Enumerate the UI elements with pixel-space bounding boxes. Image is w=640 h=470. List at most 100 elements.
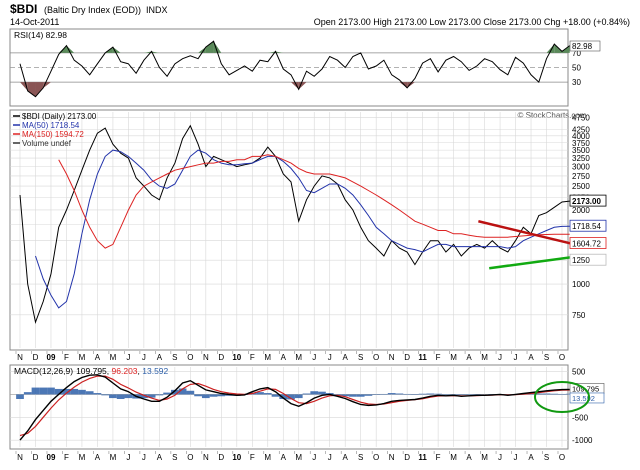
x-axis-bottom-label-m: M — [450, 453, 457, 462]
macd-histogram-bar — [78, 389, 86, 395]
x-axis-bottom-label-a: A — [343, 453, 349, 462]
rsi-oversold-area — [407, 82, 415, 88]
macd-legend: MACD(12,26,9) 109.795, 96.203, 13.592 — [14, 366, 169, 376]
macd-histogram-bar — [178, 388, 187, 395]
x-axis-bottom-label-s: S — [358, 453, 363, 462]
rsi-tick-30: 30 — [572, 78, 581, 87]
x-axis-mid-label-m: M — [295, 353, 302, 362]
macd-legend-hist: 13.592 — [142, 366, 168, 376]
x-axis-bottom-label-s: S — [544, 453, 549, 462]
x-axis-mid-label-11: 11 — [418, 353, 427, 362]
x-axis-mid-label-d: D — [218, 353, 224, 362]
x-axis-mid-label-a: A — [343, 353, 349, 362]
x-axis-bottom-label-n: N — [389, 453, 395, 462]
rsi-overbought-area — [66, 45, 75, 53]
rsi-legend: RSI(14) 82.98 — [14, 30, 67, 40]
rsi-current-badge — [569, 40, 601, 52]
x-axis-bottom-label-j: J — [126, 453, 130, 462]
price-tick-3250: 3250 — [572, 154, 590, 163]
macd-histogram-bar — [457, 394, 466, 395]
x-axis-mid-label-s: S — [172, 353, 177, 362]
macd-histogram-bar — [550, 393, 559, 395]
macd-histogram-bar — [201, 394, 210, 399]
x-axis-mid-label-j: J — [328, 353, 332, 362]
macd-histogram-bar — [372, 394, 381, 395]
macd-legend-macd: 109.795 — [76, 366, 107, 376]
price-tick-1000: 1000 — [572, 280, 590, 289]
macd-legend-sep2: , — [138, 366, 143, 376]
x-axis-bottom-label-a: A — [157, 453, 163, 462]
macd-histogram-bar — [542, 393, 551, 395]
x-axis-bottom-label-11: 11 — [418, 453, 427, 462]
macd-histogram-bar — [209, 394, 218, 397]
x-axis-mid-label-10: 10 — [232, 353, 241, 362]
x-axis-mid-label-j: J — [514, 353, 518, 362]
x-axis-bottom-label-j: J — [498, 453, 502, 462]
legend-volume: Volume undef — [22, 139, 72, 148]
macd-highlight-circle — [534, 381, 590, 413]
x-axis-mid-label-d: D — [33, 353, 39, 362]
x-axis-mid-label-f: F — [250, 353, 255, 362]
x-axis-mid-label-n: N — [17, 353, 23, 362]
price-tick-4000: 4000 — [572, 132, 590, 141]
trendline-support — [489, 254, 581, 270]
chart-date: 14-Oct-2011 — [10, 17, 59, 27]
x-axis-bottom-label-j: J — [514, 453, 518, 462]
x-axis-bottom: N D 09 F M A M J J A S O N D 10 F M A M J J A S O N D 11 F M A M J J A S O — [15, 451, 565, 462]
macd-histogram-bar — [93, 393, 102, 395]
watermark: © StockCharts.com — [517, 111, 586, 120]
badge-ma150-box — [569, 237, 607, 249]
badge-bdi: 2173.00 — [572, 197, 601, 206]
trendline-resistance — [478, 220, 581, 248]
badge-ma150: 1604.72 — [572, 240, 601, 249]
x-axis-bottom-label-a: A — [95, 453, 101, 462]
x-axis-mid-label-d: D — [404, 353, 410, 362]
macd-histogram-bar — [147, 394, 156, 398]
price-tick-3000: 3000 — [572, 163, 590, 172]
macd-histogram-bar — [54, 388, 63, 395]
macd-histogram-bar — [395, 393, 404, 395]
macd-histogram-bar — [472, 394, 481, 395]
macd-histogram-bar — [217, 394, 226, 397]
legend-ma50: MA(50) 1718.54 — [22, 121, 80, 130]
x-axis-bottom-label-f: F — [436, 453, 441, 462]
macd-badge-hist: 13.592 — [572, 394, 595, 403]
x-axis-bottom-label-s: S — [172, 453, 177, 462]
price-line-bdi — [19, 124, 570, 325]
rsi-overbought-area — [205, 41, 214, 53]
legend-ma150: MA(150) 1594.72 — [22, 130, 84, 139]
macd-tick-500: 500 — [572, 368, 586, 377]
macd-histogram-bar — [170, 389, 179, 395]
macd-tick--500: -500 — [572, 413, 589, 422]
x-axis-mid-label-m: M — [110, 353, 117, 362]
rsi-line — [19, 40, 571, 98]
rsi-oversold-area — [35, 82, 44, 97]
x-axis-bottom-label-o: O — [187, 453, 193, 462]
macd-frame — [9, 364, 569, 450]
macd-histogram-bar — [449, 394, 458, 395]
price-tick-3750: 3750 — [572, 139, 590, 148]
rsi-overbought-area — [143, 51, 152, 53]
macd-histogram-bar — [101, 394, 110, 396]
macd-histogram-bar — [434, 393, 442, 395]
macd-histogram-bar — [341, 394, 350, 397]
macd-histogram-bar — [287, 394, 295, 400]
x-axis-mid-label-a: A — [466, 353, 472, 362]
macd-panel: 5000-500-1000 MACD(12,26,9)109.795, 96.2… — [9, 364, 605, 450]
macd-histogram-bar — [558, 393, 566, 395]
x-axis-mid-label-n: N — [389, 353, 395, 362]
macd-histogram-bar — [116, 394, 125, 399]
x-axis-mid-label-j: J — [142, 353, 146, 362]
price-tick-750: 750 — [572, 311, 586, 320]
x-axis-mid-label-m: M — [481, 353, 488, 362]
rsi-overbought-area — [275, 51, 284, 53]
x-axis-mid-label-f: F — [436, 353, 441, 362]
x-axis-bottom-label-m: M — [110, 453, 117, 462]
rsi-overbought-area — [198, 47, 206, 53]
macd-histogram-bar — [441, 394, 450, 395]
macd-histogram-bar — [124, 394, 133, 399]
rsi-overbought-area — [213, 41, 222, 53]
x-axis-mid-label-a: A — [157, 353, 163, 362]
chart-quote: Open 2173.00 High 2173.00 Low 2173.00 Cl… — [314, 17, 630, 27]
macd-histogram-bar — [62, 388, 71, 395]
